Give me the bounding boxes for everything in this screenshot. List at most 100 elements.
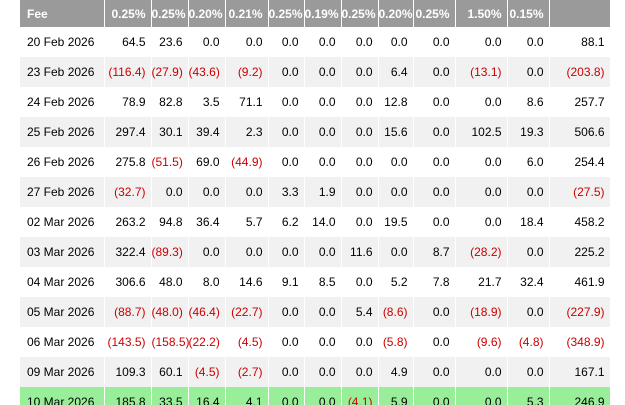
row-value-cell: 3.3 (268, 177, 305, 207)
row-value-cell: (27.9) (151, 57, 189, 87)
row-value-cell: 0.0 (268, 87, 305, 117)
row-value-cell: 0.0 (413, 147, 456, 177)
row-value-cell: 0.0 (304, 387, 342, 405)
table-row: 25 Feb 2026 297.4 30.1 39.4 2.3 0.0 0.0 0.0 15.6… (20, 117, 611, 147)
row-value-cell: (158.5) (151, 327, 190, 357)
row-value-cell: (4.8) (507, 327, 550, 357)
row-value-cell: 0.0 (507, 237, 550, 267)
row-value-cell: 6.0 (507, 147, 550, 177)
row-value-cell: 5.4 (341, 297, 379, 327)
row-value-cell: 18.4 (507, 207, 550, 237)
row-value-cell: 14.0 (304, 207, 342, 237)
row-value-cell: (44.9) (225, 147, 269, 177)
row-value-cell: 19.3 (507, 117, 550, 147)
row-value-cell: 0.0 (341, 357, 379, 387)
header-fee-cell: 0.25% (268, 0, 305, 27)
row-value-cell: 0.0 (378, 27, 414, 57)
row-value-cell: 32.4 (507, 267, 550, 297)
row-value-cell: 0.0 (413, 57, 456, 87)
row-value-cell: 0.0 (151, 177, 189, 207)
row-date: 25 Feb 2026 (20, 117, 105, 147)
header-fee-cell: 0.21% (225, 0, 269, 27)
row-value-cell: 102.5 (455, 117, 508, 147)
fee-table: Fee 0.25% 0.25% 0.20% 0.21% 0.25% 0.19% … (20, 0, 611, 405)
row-value-cell: 0.0 (268, 297, 305, 327)
row-value-cell: (143.5) (104, 327, 152, 357)
row-total-cell: 458.2 (549, 207, 611, 237)
row-value-cell: 0.0 (413, 177, 456, 207)
row-value-cell: 0.0 (507, 27, 550, 57)
header-fee-cell: 0.25% (104, 0, 152, 27)
row-value-cell: 0.0 (455, 207, 508, 237)
row-value-cell: 36.4 (188, 207, 226, 237)
header-fee-cell: 0.20% (188, 0, 226, 27)
table-row: 20 Feb 2026 64.5 23.6 0.0 0.0 0.0 0.0 0.0 0.0 0.0… (20, 27, 611, 57)
row-value-cell: 12.8 (378, 87, 414, 117)
row-value-cell: 0.0 (341, 57, 379, 87)
row-value-cell: 14.6 (225, 267, 269, 297)
row-date: 24 Feb 2026 (20, 87, 105, 117)
row-value-cell: 1.9 (304, 177, 342, 207)
row-value-cell: 7.8 (413, 267, 456, 297)
row-value-cell: 0.0 (413, 27, 456, 57)
row-value-cell: (9.6) (455, 327, 508, 357)
row-value-cell: (28.2) (455, 237, 508, 267)
row-date: 23 Feb 2026 (20, 57, 105, 87)
row-value-cell: (48.0) (151, 297, 189, 327)
row-date: 03 Mar 2026 (20, 237, 105, 267)
row-value-cell: 0.0 (341, 327, 379, 357)
row-value-cell: 0.0 (268, 357, 305, 387)
header-fee-cell: 0.20% (378, 0, 414, 27)
row-total-cell: (27.5) (549, 177, 611, 207)
table-row: 04 Mar 2026 306.6 48.0 8.0 14.6 9.1 8.5 0.0 5.2 7… (20, 267, 611, 297)
row-value-cell: (32.7) (104, 177, 152, 207)
row-value-cell: (51.5) (151, 147, 189, 177)
table-row: 03 Mar 2026 322.4 (89.3) 0.0 0.0 0.0 0.0 11.6 0.… (20, 237, 611, 267)
row-date: 05 Mar 2026 (20, 297, 105, 327)
row-value-cell: (4.1) (341, 387, 379, 405)
row-value-cell: 322.4 (104, 237, 152, 267)
row-value-cell: (43.6) (188, 57, 226, 87)
row-value-cell: 5.9 (378, 387, 414, 405)
row-value-cell: 0.0 (268, 27, 305, 57)
row-value-cell: 0.0 (225, 237, 269, 267)
row-value-cell: (46.4) (188, 297, 226, 327)
table-row: 10 Mar 2026 185.8 33.5 16.4 4.1 0.0 0.0 (4.1) 5.… (20, 387, 611, 405)
row-value-cell: 0.0 (341, 177, 379, 207)
row-value-cell: 0.0 (413, 207, 456, 237)
table-row: 26 Feb 2026 275.8 (51.5) 69.0 (44.9) 0.0 0.0 0.… (20, 147, 611, 177)
row-total-cell: (227.9) (549, 297, 611, 327)
row-value-cell: 0.0 (341, 267, 379, 297)
row-value-cell: 16.4 (188, 387, 226, 405)
row-value-cell: 0.0 (341, 87, 379, 117)
row-value-cell: 0.0 (507, 177, 550, 207)
row-value-cell: (22.2) (188, 327, 226, 357)
header-total-cell (549, 0, 610, 27)
row-total-cell: 246.9 (549, 387, 611, 405)
table-row: 02 Mar 2026 263.2 94.8 36.4 5.7 6.2 14.0 0.0 19.… (20, 207, 611, 237)
row-value-cell: 0.0 (304, 27, 342, 57)
row-value-cell: (4.5) (188, 357, 226, 387)
table-body: 20 Feb 2026 64.5 23.6 0.0 0.0 0.0 0.0 0.0 0.0 0.0… (20, 27, 611, 405)
row-value-cell: 23.6 (151, 27, 189, 57)
row-value-cell: 0.0 (378, 237, 414, 267)
row-value-cell: 0.0 (413, 87, 456, 117)
row-value-cell: 0.0 (188, 237, 226, 267)
row-value-cell: 0.0 (304, 327, 342, 357)
row-value-cell: 0.0 (225, 27, 269, 57)
row-value-cell: (13.1) (455, 57, 508, 87)
row-value-cell: 60.1 (151, 357, 189, 387)
header-fee-cell: 0.25% (151, 0, 189, 27)
row-value-cell: 94.8 (151, 207, 189, 237)
table-row: 09 Mar 2026 109.3 60.1 (4.5) (2.7) 0.0 0.0 0.0 4… (20, 357, 611, 387)
row-value-cell: 0.0 (507, 57, 550, 87)
row-date: 04 Mar 2026 (20, 267, 105, 297)
table-row: 24 Feb 2026 78.9 82.8 3.5 71.1 0.0 0.0 0.0 12.8 0… (20, 87, 611, 117)
row-date: 06 Mar 2026 (20, 327, 105, 357)
row-value-cell: 8.5 (304, 267, 342, 297)
row-value-cell: 15.6 (378, 117, 414, 147)
row-value-cell: 0.0 (268, 327, 305, 357)
row-value-cell: 0.0 (507, 357, 550, 387)
row-total-cell: 461.9 (549, 267, 611, 297)
row-value-cell: 6.2 (268, 207, 305, 237)
